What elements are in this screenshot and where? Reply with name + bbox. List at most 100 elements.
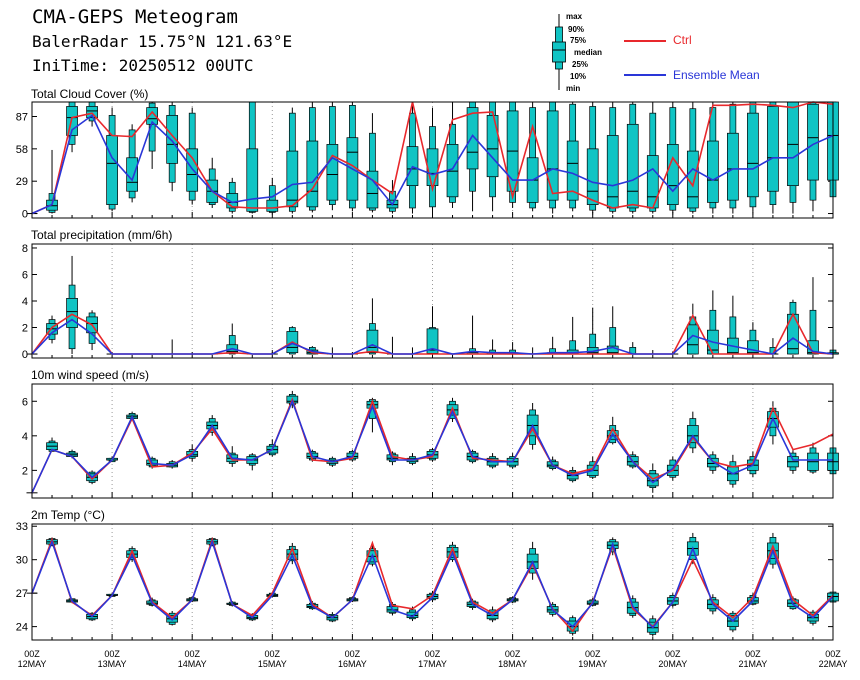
x-tick-label-date: 14MAY <box>178 659 207 669</box>
panel-2: 10m wind speed (m/s) 2 4 6 <box>22 368 839 499</box>
panel-3: 2m Temp (°C) 24 27 30 33 <box>16 508 839 641</box>
y-tick-label: 0 <box>22 209 28 221</box>
x-tick-label-hour: 00Z <box>425 649 441 659</box>
x-tick-label-hour: 00Z <box>505 649 521 659</box>
legend-p25-label: 25% <box>572 60 589 69</box>
box-25-75 <box>286 150 299 208</box>
x-tick-label-date: 19MAY <box>578 659 607 669</box>
ctrl-line <box>31 101 834 215</box>
ctrl-line <box>31 536 834 633</box>
panel-title: 2m Temp (°C) <box>31 508 105 522</box>
box-plot-legend-glyph <box>552 14 566 90</box>
x-tick-label-date: 17MAY <box>418 659 447 669</box>
box-25-75 <box>626 123 639 209</box>
box-25-75 <box>126 157 138 192</box>
box-25-75 <box>566 140 579 201</box>
series-legend-lines <box>624 40 666 76</box>
panel-title: Total precipitation (mm/6h) <box>31 228 172 242</box>
ensemble-mean-line <box>31 318 834 355</box>
ensemble-mean-line <box>31 399 833 494</box>
box-25-75 <box>686 324 699 355</box>
box-25-75 <box>166 115 179 164</box>
box-25-75 <box>246 148 259 212</box>
box-25-75 <box>106 135 118 205</box>
box-25-75 <box>366 170 379 209</box>
x-tick-label-hour: 00Z <box>184 649 200 659</box>
x-tick-label-hour: 00Z <box>665 649 681 659</box>
y-tick-label: 29 <box>16 176 28 188</box>
box-25-75 <box>546 110 559 201</box>
panel-frame <box>31 383 834 499</box>
box-25-75 <box>666 144 679 205</box>
panel-title: Total Cloud Cover (%) <box>31 87 148 101</box>
box-10-90 <box>268 185 276 213</box>
x-tick-label-hour: 00Z <box>265 649 281 659</box>
legend-min-label: min <box>566 84 581 93</box>
x-tick-label-hour: 00Z <box>825 649 841 659</box>
box-25-75 <box>747 112 759 198</box>
panel-frame <box>31 523 834 641</box>
x-tick-label-date: 21MAY <box>738 659 767 669</box>
legend-p10-label: 10% <box>570 72 587 81</box>
x-tick-label-date: 22MAY <box>819 659 848 669</box>
ensemble-mean-line <box>31 114 834 215</box>
y-tick-label: 6 <box>22 269 28 281</box>
x-tick-label-date: 13MAY <box>98 659 127 669</box>
box-25-75 <box>66 297 78 328</box>
box-25-75 <box>767 106 779 192</box>
legend-median-label: median <box>574 48 603 57</box>
x-tick-label-date: 18MAY <box>498 659 527 669</box>
legend-max-label: max <box>566 12 583 21</box>
x-tick-label-date: 12MAY <box>18 659 47 669</box>
box-25-75 <box>787 101 799 187</box>
box-25-75 <box>306 140 319 208</box>
box-25-75 <box>426 148 439 187</box>
y-tick-label: 33 <box>16 521 28 533</box>
box-25-75 <box>366 329 379 354</box>
panel-1: Total precipitation (mm/6h) 0 2 4 6 8 <box>22 228 839 361</box>
y-tick-label: 6 <box>22 396 28 408</box>
box-25-75 <box>66 106 78 136</box>
box-25-75 <box>747 340 759 355</box>
ensemble-mean-legend-label: Ensemble Mean <box>673 68 760 82</box>
panel-0: Total Cloud Cover (%) 0 29 58 87 <box>16 87 839 221</box>
x-tick-label-hour: 00Z <box>585 649 601 659</box>
ctrl-line <box>31 397 834 494</box>
box-25-75 <box>486 115 499 178</box>
panel-frame <box>31 243 834 359</box>
ctrl-legend-label: Ctrl <box>673 33 692 47</box>
x-tick-label-date: 15MAY <box>258 659 287 669</box>
y-tick-label: 8 <box>22 243 28 255</box>
y-tick-label: 0 <box>22 349 28 361</box>
y-tick-label: 27 <box>16 588 28 600</box>
box-25-75 <box>706 140 719 203</box>
box-25-75 <box>586 148 599 205</box>
panel-title: 10m wind speed (m/s) <box>31 368 149 382</box>
y-tick-label: 2 <box>22 465 28 477</box>
x-tick-label-hour: 00Z <box>745 649 761 659</box>
x-tick-label-hour: 00Z <box>104 649 120 659</box>
box-25-75 <box>86 106 98 118</box>
init-time-label: IniTime: 20250512 00UTC <box>32 56 254 75</box>
box-25-75 <box>686 150 699 209</box>
y-tick-label: 58 <box>16 144 28 156</box>
x-tick-label-hour: 00Z <box>24 649 40 659</box>
panel-frame <box>31 101 834 219</box>
x-tick-label-date: 20MAY <box>658 659 687 669</box>
y-tick-label: 87 <box>16 112 28 124</box>
y-tick-label: 30 <box>16 555 28 567</box>
box-25-75 <box>686 425 699 444</box>
station-label: BalerRadar 15.75°N 121.63°E <box>32 32 293 51</box>
legend-p75-label: 75% <box>570 36 587 45</box>
x-tick-label-date: 16MAY <box>338 659 367 669</box>
box-25-75 <box>326 144 339 201</box>
x-tick-label-hour: 00Z <box>345 649 361 659</box>
box-10-90 <box>148 102 156 152</box>
ensemble-mean-line <box>31 539 834 629</box>
y-tick-label: 24 <box>16 622 28 634</box>
box-25-75 <box>266 199 279 212</box>
box-25-75 <box>466 107 479 170</box>
box-25-75 <box>727 132 739 201</box>
y-tick-label: 4 <box>22 296 28 308</box>
